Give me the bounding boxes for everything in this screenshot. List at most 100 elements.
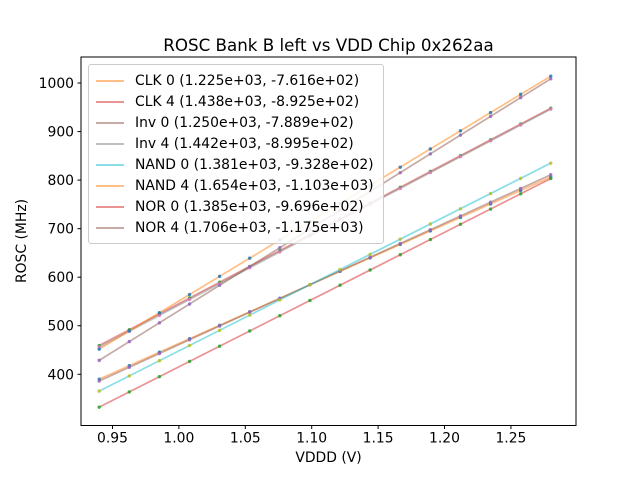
data-point bbox=[488, 191, 493, 196]
legend-line-swatch bbox=[96, 184, 124, 187]
data-point bbox=[97, 379, 101, 383]
data-point bbox=[187, 297, 192, 302]
legend-line-swatch bbox=[96, 79, 124, 82]
data-point bbox=[278, 246, 282, 250]
y-tick-label: 700 bbox=[47, 222, 74, 238]
legend-entry: Inv 0 (1.250e+03, -7.889e+02) bbox=[96, 112, 374, 133]
data-point bbox=[398, 165, 402, 169]
data-point bbox=[518, 92, 523, 97]
ticks-layer: 0.95 1.00 1.05 1.10 1.15 1.20 1.25 400 500 600 700… bbox=[39, 76, 527, 446]
data-point bbox=[127, 374, 132, 378]
data-point bbox=[338, 283, 342, 287]
data-point bbox=[488, 200, 493, 204]
data-point bbox=[549, 173, 553, 177]
data-point bbox=[338, 267, 342, 272]
legend-entry-label: Inv 0 (1.250e+03, -7.889e+02) bbox=[135, 114, 354, 131]
legend-line-swatch bbox=[96, 100, 124, 103]
data-point bbox=[518, 186, 523, 191]
legend-line-swatch bbox=[96, 163, 124, 166]
data-point bbox=[127, 390, 132, 394]
data-point bbox=[127, 339, 132, 344]
data-point bbox=[458, 207, 463, 211]
data-point bbox=[248, 264, 252, 269]
chart-title: ROSC Bank B left vs VDD Chip 0x262aa bbox=[163, 35, 494, 55]
legend-entry-label: NOR 4 (1.706e+03, -1.175e+03) bbox=[135, 219, 364, 236]
legend-entry: CLK 0 (1.225e+03, -7.616e+02) bbox=[96, 70, 374, 91]
data-point bbox=[458, 222, 463, 226]
y-tick-label: 1000 bbox=[39, 76, 74, 92]
data-point bbox=[549, 74, 553, 78]
data-point bbox=[157, 313, 162, 318]
data-point bbox=[97, 405, 101, 409]
data-point bbox=[488, 110, 493, 115]
data-point bbox=[549, 161, 553, 165]
legend-entry-label: NOR 0 (1.385e+03, -9.696e+02) bbox=[135, 198, 364, 215]
data-point bbox=[278, 250, 282, 254]
y-tick-label: 800 bbox=[47, 173, 74, 189]
data-point bbox=[458, 133, 463, 137]
data-point bbox=[157, 321, 162, 325]
data-point bbox=[428, 237, 433, 242]
data-point bbox=[157, 374, 162, 379]
data-point bbox=[398, 253, 402, 257]
legend-line-swatch bbox=[96, 142, 124, 145]
data-point bbox=[248, 313, 252, 317]
data-point bbox=[518, 176, 523, 181]
data-point bbox=[549, 77, 553, 81]
data-point bbox=[549, 176, 553, 181]
legend-entry: Inv 4 (1.442e+03, -8.995e+02) bbox=[96, 133, 374, 154]
data-point bbox=[398, 186, 402, 191]
data-point bbox=[157, 311, 162, 315]
data-point bbox=[217, 324, 222, 328]
data-point bbox=[97, 389, 101, 393]
data-point bbox=[217, 344, 222, 348]
data-point bbox=[368, 255, 372, 259]
data-point bbox=[278, 314, 282, 318]
data-point bbox=[97, 358, 101, 363]
legend-entry-label: CLK 4 (1.438e+03, -8.925e+02) bbox=[135, 93, 360, 110]
x-tick-label: 1.05 bbox=[230, 431, 261, 447]
data-point bbox=[458, 214, 463, 218]
legend-entry: CLK 4 (1.438e+03, -8.925e+02) bbox=[96, 91, 374, 112]
data-point bbox=[518, 192, 523, 196]
data-point bbox=[458, 129, 463, 133]
data-point bbox=[187, 343, 192, 348]
data-point bbox=[368, 252, 372, 257]
data-point bbox=[398, 170, 402, 175]
data-point bbox=[248, 329, 252, 333]
y-tick-label: 600 bbox=[47, 270, 74, 286]
data-point bbox=[428, 170, 433, 175]
data-point bbox=[428, 147, 433, 151]
data-point bbox=[157, 351, 162, 356]
legend: CLK 0 (1.225e+03, -7.616e+02) CLK 4 (1.43… bbox=[88, 64, 384, 244]
data-point bbox=[428, 222, 433, 226]
data-point bbox=[428, 152, 433, 156]
data-point bbox=[428, 228, 433, 232]
data-point bbox=[549, 107, 553, 111]
data-point bbox=[127, 365, 132, 369]
data-point bbox=[187, 302, 192, 306]
data-point bbox=[217, 283, 222, 287]
data-point bbox=[187, 338, 192, 342]
data-point bbox=[187, 359, 192, 364]
data-point bbox=[488, 114, 493, 119]
data-point bbox=[248, 310, 252, 314]
y-tick-label: 500 bbox=[47, 319, 74, 335]
legend-entry-label: NAND 0 (1.381e+03, -9.328e+02) bbox=[135, 156, 374, 173]
data-point bbox=[127, 329, 132, 333]
series-nand-0 bbox=[97, 161, 553, 393]
x-tick-label: 1.25 bbox=[495, 431, 526, 447]
series-nor-0 bbox=[97, 176, 553, 409]
y-tick-label: 400 bbox=[47, 367, 74, 383]
data-point bbox=[398, 241, 402, 246]
x-tick-label: 1.15 bbox=[363, 431, 394, 447]
x-tick-label: 1.00 bbox=[163, 431, 194, 447]
axes-box bbox=[80, 56, 577, 426]
data-point bbox=[187, 292, 192, 297]
data-point bbox=[368, 268, 372, 272]
x-tick-label: 1.10 bbox=[296, 431, 327, 447]
data-point bbox=[458, 155, 463, 159]
legend-entry-label: Inv 4 (1.442e+03, -8.995e+02) bbox=[135, 135, 354, 152]
x-tick-label: 1.20 bbox=[429, 431, 460, 447]
